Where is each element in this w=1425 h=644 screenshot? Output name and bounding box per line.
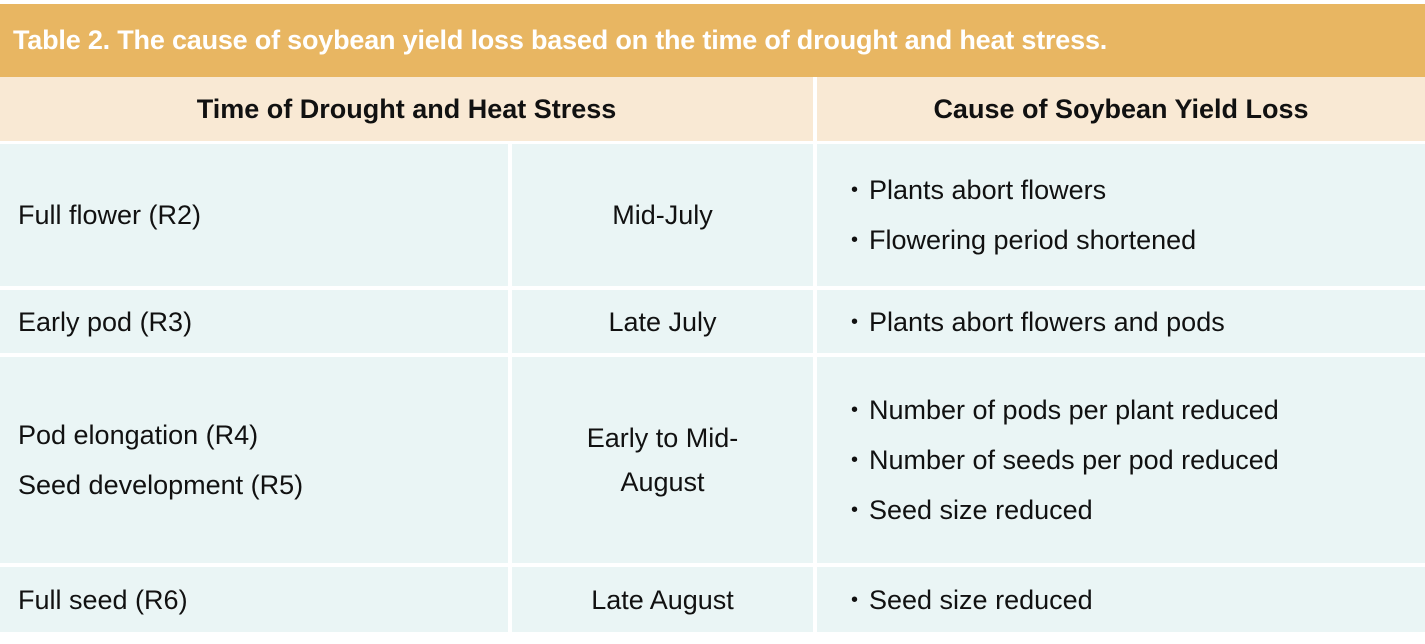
table-row-4-time: Late August: [512, 567, 813, 632]
stage-label: Seed development (R5): [18, 470, 304, 500]
table-row-3-stage: Pod elongation (R4) Seed development (R5…: [0, 357, 508, 563]
cause-text: Number of pods per plant reduced: [869, 395, 1279, 425]
cause-item: • Number of seeds per pod reduced: [851, 435, 1279, 485]
time-label: Mid-July: [612, 200, 713, 230]
cause-text: Flowering period shortened: [869, 225, 1197, 255]
table-title-band: Table 2. The cause of soybean yield loss…: [0, 4, 1425, 77]
table-row-1-stage: Full flower (R2): [0, 144, 508, 286]
bullet-icon: •: [851, 399, 859, 421]
table-row-2-stage: Early pod (R3): [0, 290, 508, 353]
cause-item: • Number of pods per plant reduced: [851, 385, 1279, 435]
bullet-icon: •: [851, 588, 859, 611]
header-cause-of-yield-loss: Cause of Soybean Yield Loss: [817, 77, 1425, 141]
cause-text: Plants abort flowers: [869, 175, 1107, 205]
bullet-icon: •: [851, 310, 859, 333]
cause-item: • Plants abort flowers and pods: [851, 297, 1225, 347]
cause-item: • Seed size reduced: [851, 575, 1093, 625]
table-row-4-stage: Full seed (R6): [0, 567, 508, 632]
header-time-of-stress: Time of Drought and Heat Stress: [0, 77, 813, 141]
stage-label: Pod elongation (R4): [18, 420, 259, 450]
cause-text: Number of seeds per pod reduced: [869, 445, 1279, 475]
time-label: Late August: [591, 584, 734, 615]
cause-text: Plants abort flowers and pods: [869, 306, 1225, 337]
time-label: Late July: [608, 306, 717, 337]
cause-item: • Flowering period shortened: [851, 215, 1197, 265]
cause-item: • Plants abort flowers: [851, 165, 1196, 215]
bullet-icon: •: [851, 499, 859, 521]
table-row-3-causes: • Number of pods per plant reduced • Numbe…: [817, 357, 1425, 563]
bullet-icon: •: [851, 229, 859, 251]
table-row-1-causes: • Plants abort flowers • Flowering period …: [817, 144, 1425, 286]
table-row-3-time: Early to Mid-August: [512, 357, 813, 563]
table-row-2-time: Late July: [512, 290, 813, 353]
table-row-4-causes: • Seed size reduced: [817, 567, 1425, 632]
cause-text: Seed size reduced: [869, 495, 1093, 525]
bullet-icon: •: [851, 449, 859, 471]
bullet-icon: •: [851, 179, 859, 201]
table-row-1-time: Mid-July: [512, 144, 813, 286]
stage-label: Early pod (R3): [18, 306, 193, 337]
stage-label: Full seed (R6): [18, 584, 188, 615]
table-title: Table 2. The cause of soybean yield loss…: [13, 25, 1108, 55]
table-row-2-causes: • Plants abort flowers and pods: [817, 290, 1425, 353]
stage-label: Full flower (R2): [18, 200, 202, 230]
time-label: Early to Mid-August: [586, 423, 739, 497]
cause-item: • Seed size reduced: [851, 485, 1279, 535]
cause-text: Seed size reduced: [869, 584, 1093, 615]
